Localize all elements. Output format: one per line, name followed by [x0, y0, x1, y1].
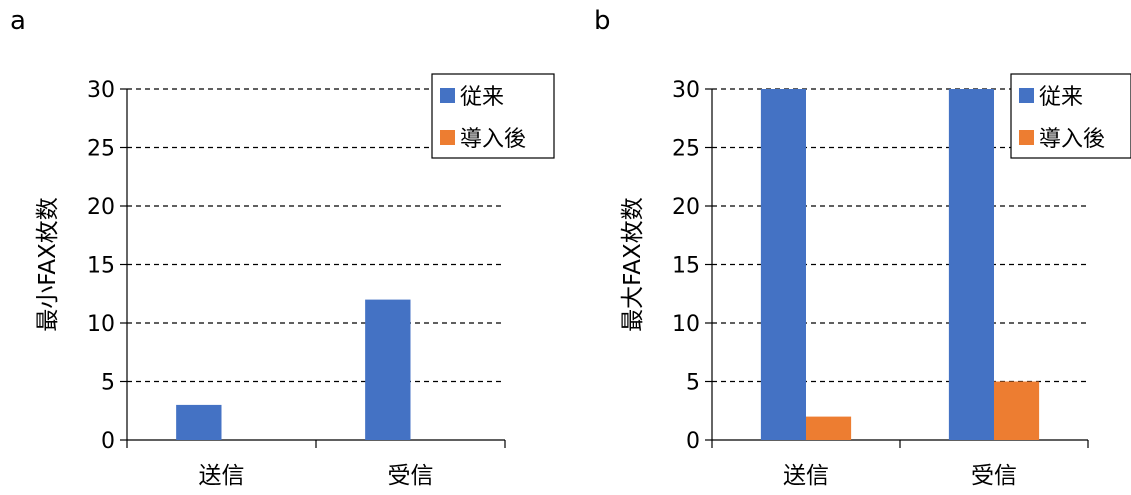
y-tick-label: 30 [87, 78, 115, 103]
legend-swatch [1019, 130, 1034, 145]
panel-label-a: a [10, 6, 26, 36]
y-axis-title: 最小FAX枚数 [35, 197, 61, 332]
y-tick-label: 5 [686, 371, 700, 396]
x-tick-label: 受信 [388, 463, 434, 489]
legend-swatch [440, 88, 455, 103]
x-tick-label: 送信 [199, 463, 245, 489]
y-tick-label: 20 [87, 195, 115, 220]
y-axis-title: 最大FAX枚数 [620, 197, 646, 332]
legend-label: 従来 [1039, 85, 1083, 110]
y-tick-label: 30 [672, 78, 700, 103]
legend-label: 導入後 [460, 127, 526, 152]
y-tick-label: 25 [672, 137, 700, 162]
legend-swatch [440, 130, 455, 145]
bar-2 [806, 416, 852, 440]
bar-1 [365, 299, 411, 440]
legend-swatch [1019, 88, 1034, 103]
y-tick-label: 10 [672, 312, 700, 337]
y-tick-label: 25 [87, 137, 115, 162]
bar-1 [948, 89, 994, 440]
x-tick-label: 送信 [783, 463, 829, 489]
y-tick-label: 0 [686, 429, 700, 454]
legend-label: 導入後 [1039, 127, 1105, 152]
legend-label: 従来 [460, 85, 504, 110]
panel-label-b: b [594, 6, 611, 36]
y-tick-label: 10 [87, 312, 115, 337]
x-tick-label: 受信 [971, 463, 1017, 489]
y-tick-label: 20 [672, 195, 700, 220]
y-tick-label: 15 [87, 254, 115, 279]
y-tick-label: 5 [101, 371, 115, 396]
bar-1 [176, 404, 222, 440]
bar-2 [994, 381, 1040, 440]
y-tick-label: 0 [101, 429, 115, 454]
y-tick-label: 15 [672, 254, 700, 279]
bar-1 [760, 89, 806, 440]
